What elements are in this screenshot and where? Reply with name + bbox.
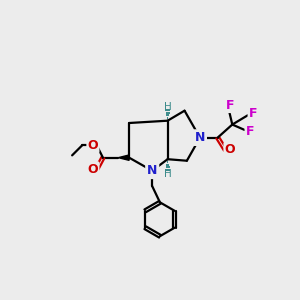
Text: O: O [88, 139, 98, 152]
Text: N: N [195, 131, 205, 144]
Text: N: N [147, 164, 158, 177]
Text: O: O [88, 163, 98, 176]
Polygon shape [118, 155, 129, 160]
Text: O: O [225, 143, 235, 157]
Text: F: F [249, 107, 257, 120]
Text: H: H [164, 169, 172, 179]
Text: H: H [164, 102, 172, 112]
Text: F: F [246, 125, 254, 138]
Text: F: F [226, 99, 234, 112]
